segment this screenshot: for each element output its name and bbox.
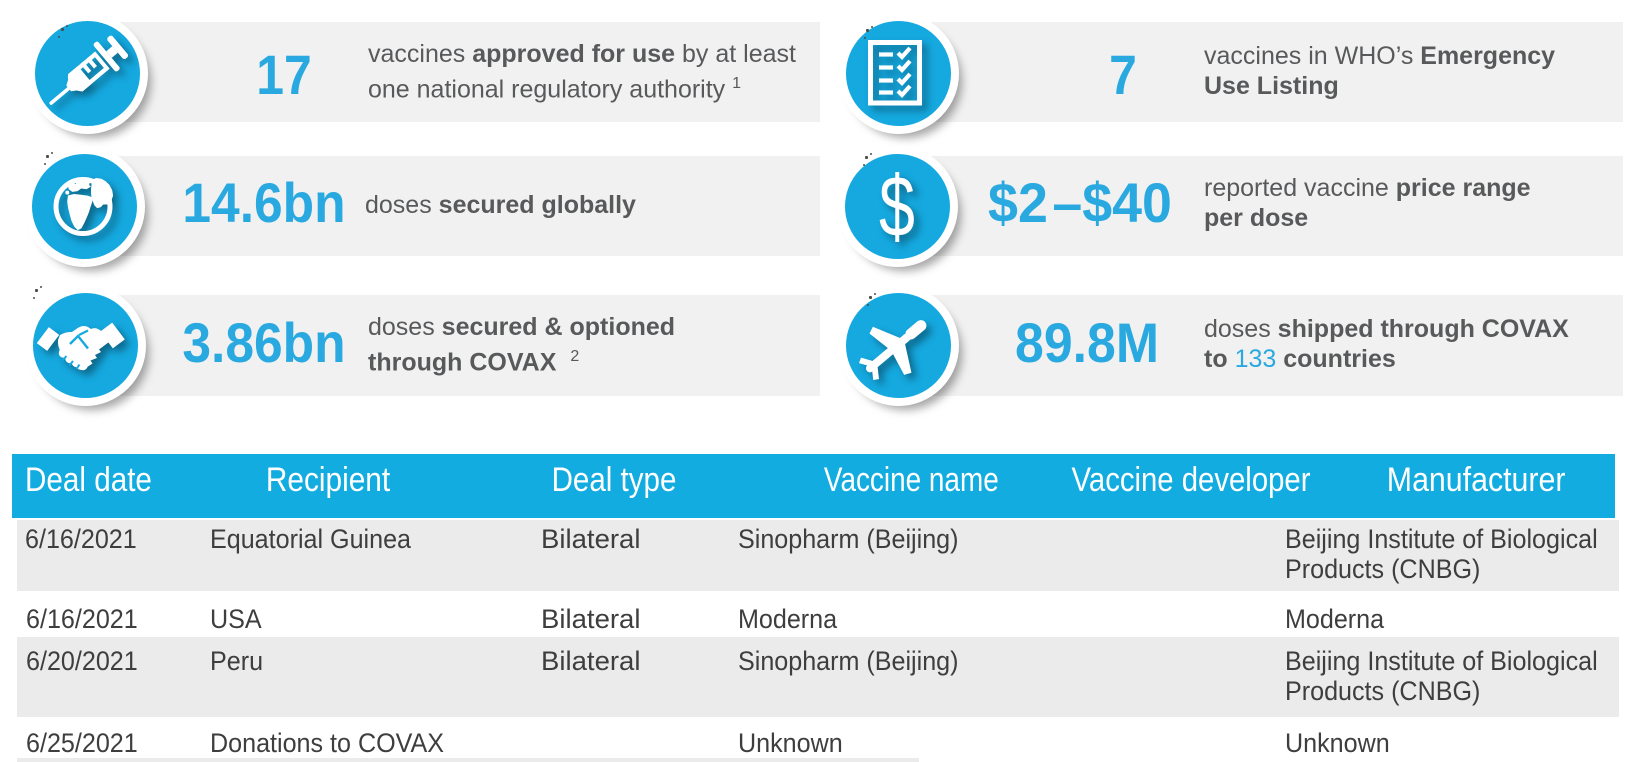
svg-text:$: $	[879, 159, 915, 255]
